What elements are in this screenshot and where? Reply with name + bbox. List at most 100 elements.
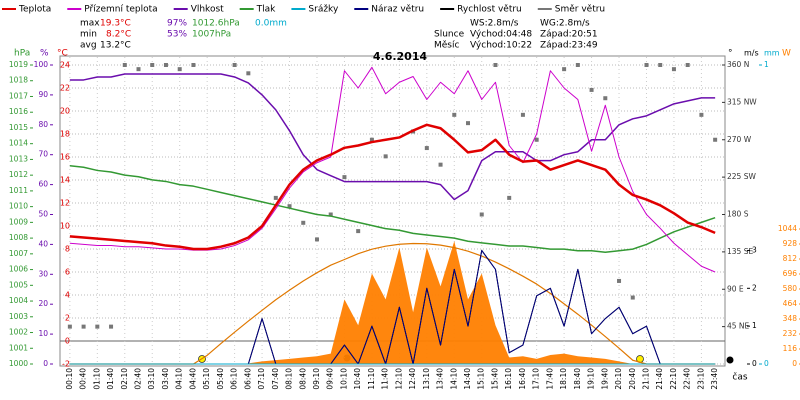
tick-label: 1000: [9, 359, 28, 368]
stat: 8.2°C: [106, 30, 131, 40]
direction-dot: [493, 63, 498, 67]
x-tick-label: 22:40: [683, 368, 692, 390]
x-tick-label: 05:40: [216, 368, 225, 390]
x-tick-label: 12:40: [408, 368, 417, 390]
y-tick-label: 12: [60, 199, 70, 208]
tick-label: 1013: [9, 154, 28, 163]
x-tick-label: 10:10: [339, 368, 348, 390]
legend-label: Tlak: [256, 5, 277, 15]
stat: 19.3°C: [100, 19, 131, 29]
direction-dot: [644, 63, 649, 67]
direction-dot: [81, 324, 86, 329]
header: max 19.3°C 97% 1012.6hPa 0.0mm min 8.2°C…: [80, 19, 598, 51]
axis-unit: %: [40, 49, 49, 59]
x-tick-label: 02:40: [134, 368, 143, 390]
x-tick-label: 08:40: [298, 368, 307, 390]
tick-label: 1012: [9, 170, 28, 179]
series-line: [69, 66, 716, 273]
moonset-marker: [726, 356, 734, 364]
series-line: [69, 123, 716, 251]
stat: 1007hPa: [192, 30, 231, 40]
direction-dot: [287, 204, 292, 209]
y-tick-label: 8: [65, 245, 70, 254]
direction-dot: [342, 175, 347, 180]
x-tick-label: 11:10: [367, 368, 376, 390]
series-line: [69, 73, 716, 201]
direction-dot: [67, 324, 72, 329]
x-tick-label: 04:40: [188, 368, 197, 390]
tick-label: 0: [792, 359, 797, 368]
x-tick-label: 21:40: [655, 368, 664, 390]
tick-label: 180 S: [727, 210, 749, 219]
y-tick-label: 18: [60, 130, 70, 139]
x-tick-label: 21:10: [641, 368, 650, 390]
x-tick-label: 02:10: [120, 368, 129, 390]
direction-dot: [479, 212, 484, 217]
tick-label: 1005: [9, 280, 28, 289]
direction-dot: [424, 146, 429, 151]
direction-dot: [534, 137, 539, 142]
tick-label: 1008: [9, 233, 28, 242]
tick-label: 1007: [9, 249, 28, 258]
tick-label: 100: [34, 60, 49, 69]
direction-dot: [466, 121, 471, 126]
x-tick-label: 16:40: [518, 368, 527, 390]
y-tick-label: -2: [62, 360, 70, 369]
x-tick-label: 18:40: [573, 368, 582, 390]
x-tick-label: 17:40: [545, 368, 554, 390]
tick-label: 70: [38, 150, 48, 159]
tick-label: 1014: [9, 139, 28, 148]
direction-dot: [122, 63, 127, 67]
tick-label: 315 NW: [727, 97, 757, 106]
y-tick-label: 10: [60, 222, 70, 231]
direction-dot: [603, 96, 608, 101]
tick-label: 1002: [9, 328, 28, 337]
tick-label: 1018: [9, 76, 28, 85]
tick-label: 3: [752, 245, 757, 254]
direction-dot: [150, 63, 155, 67]
direction-dot: [109, 324, 114, 329]
legend-label: Směr větru: [555, 5, 605, 15]
tick-label: 1: [752, 321, 757, 330]
direction-dot: [562, 67, 567, 72]
axis-unit: W: [782, 49, 791, 59]
x-tick-label: 20:40: [628, 368, 637, 390]
direction-dot: [452, 112, 457, 117]
x-tick-label: 10:40: [353, 368, 362, 390]
tick-label: 45 NE: [727, 322, 750, 331]
tick-label: 90: [38, 90, 48, 99]
stat-label: max: [80, 19, 100, 29]
stat: 53%: [167, 30, 187, 40]
tick-label: 30: [38, 269, 48, 278]
tick-label: 812: [783, 254, 798, 263]
plot-frame: [59, 55, 726, 367]
x-tick-label: 12:10: [394, 368, 403, 390]
direction-dot: [273, 195, 278, 200]
tick-label: 360 N: [727, 60, 749, 69]
x-tick-label: 05:10: [202, 368, 211, 390]
direction-dot: [589, 87, 594, 92]
axis-unit: °: [728, 49, 733, 59]
y-tick-label: 4: [65, 291, 70, 300]
x-tick-label: 07:10: [257, 368, 266, 390]
moon-label: Měsíc: [434, 41, 459, 51]
axis-unit: mm: [764, 49, 780, 58]
wind-info: WS:2.8m/s: [470, 19, 519, 29]
x-tick-label: 09:40: [326, 368, 335, 390]
x-tick-label: 01:40: [106, 368, 115, 390]
x-tick-label: 23:40: [710, 368, 719, 390]
tick-label: 1004: [9, 296, 28, 305]
direction-dot: [177, 67, 182, 72]
x-tick-label: 03:40: [161, 368, 170, 390]
direction-dot: [617, 278, 622, 283]
moon-rise: Východ:10:22: [470, 41, 532, 51]
x-tick-label: 22:10: [669, 368, 678, 390]
tick-label: 1006: [9, 265, 28, 274]
tick-label: 580: [783, 284, 798, 293]
direction-dot: [685, 63, 690, 67]
x-tick-label: 03:10: [147, 368, 156, 390]
x-tick-label: 00:40: [79, 368, 88, 390]
direction-dot: [520, 112, 525, 117]
tick-label: 90 E: [727, 284, 744, 293]
